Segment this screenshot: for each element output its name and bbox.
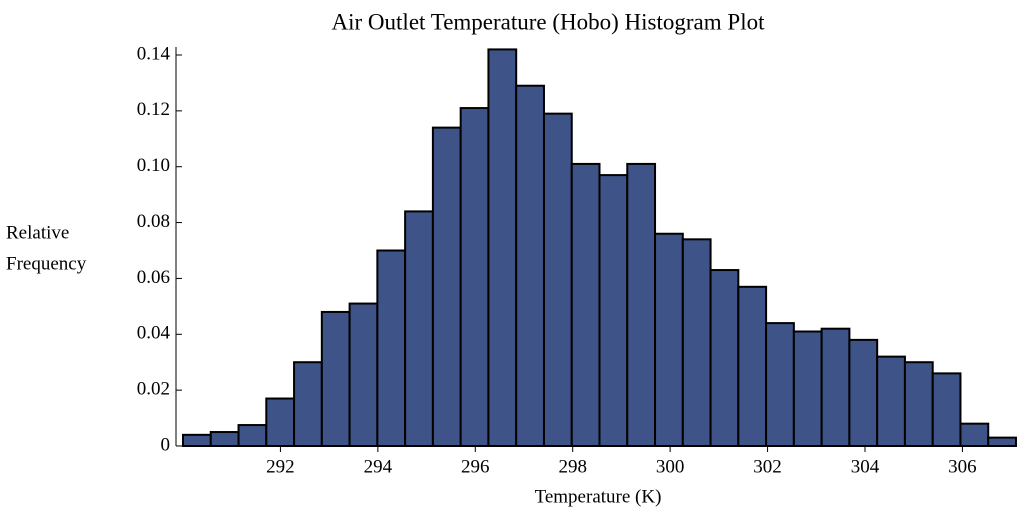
x-tick-label: 298 — [558, 456, 587, 477]
bar — [987, 436, 1018, 448]
bar — [182, 433, 212, 448]
bar — [404, 210, 434, 447]
bar — [348, 302, 379, 448]
y-tick-label: 0.12 — [137, 99, 170, 120]
y-tick-label: 0.14 — [137, 43, 171, 64]
bar — [765, 322, 795, 447]
y-tick-label: 0.04 — [137, 323, 171, 344]
bar — [931, 372, 962, 447]
y-tick-label: 0.08 — [137, 211, 170, 232]
bar — [681, 238, 712, 447]
bar — [876, 355, 906, 447]
bar — [959, 422, 990, 447]
x-tick-label: 302 — [753, 456, 782, 477]
y-tick-label: 0 — [161, 434, 171, 455]
bar — [709, 269, 740, 447]
bar — [737, 285, 768, 447]
x-tick-label: 300 — [656, 456, 685, 477]
bar — [598, 174, 629, 447]
y-axis-label: Frequency — [6, 253, 87, 274]
bar — [542, 112, 573, 448]
bar — [792, 330, 823, 447]
bar — [459, 107, 490, 447]
bar — [820, 327, 851, 448]
x-tick-label: 294 — [364, 456, 393, 477]
y-tick-label: 0.02 — [137, 379, 170, 400]
bar — [654, 232, 684, 447]
bar — [237, 424, 268, 447]
bar — [903, 361, 934, 448]
bar — [487, 48, 518, 448]
bar — [570, 162, 601, 448]
bar — [848, 338, 879, 447]
y-axis-label: Relative — [6, 222, 69, 243]
y-tick-label: 0.10 — [137, 155, 170, 176]
bar — [515, 84, 545, 447]
bar — [320, 310, 351, 448]
x-tick-label: 292 — [266, 456, 295, 477]
bar — [431, 126, 462, 447]
x-tick-label: 296 — [461, 456, 490, 477]
bar — [209, 431, 240, 447]
x-axis-label: Temperature (K) — [535, 486, 662, 507]
bar — [265, 397, 296, 447]
bar — [626, 162, 657, 448]
x-tick-label: 306 — [948, 456, 977, 477]
bar — [293, 361, 323, 448]
chart-title: Air Outlet Temperature (Hobo) Histogram … — [332, 9, 766, 34]
bar — [376, 249, 407, 447]
x-tick-label: 304 — [851, 456, 880, 477]
y-tick-label: 0.06 — [137, 267, 170, 288]
